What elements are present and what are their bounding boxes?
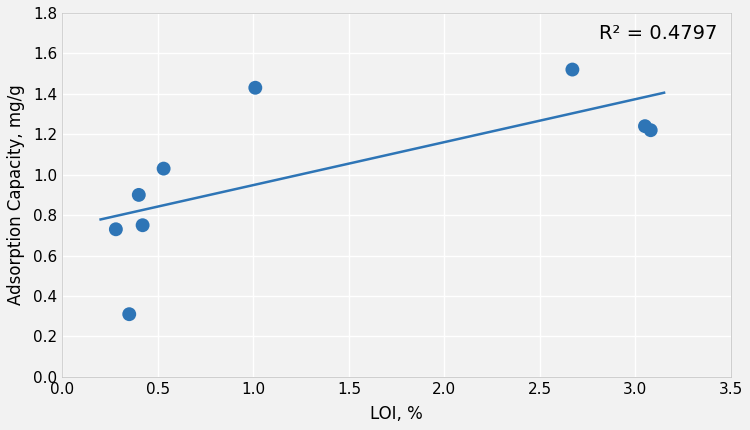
Point bbox=[136, 222, 148, 229]
Point bbox=[123, 311, 135, 318]
Point bbox=[645, 127, 657, 134]
Point bbox=[566, 66, 578, 73]
Y-axis label: Adsorption Capacity, mg/g: Adsorption Capacity, mg/g bbox=[7, 85, 25, 305]
Point bbox=[249, 84, 261, 91]
Point bbox=[639, 123, 651, 129]
Text: R² = 0.4797: R² = 0.4797 bbox=[599, 24, 718, 43]
Point bbox=[133, 191, 145, 198]
X-axis label: LOI, %: LOI, % bbox=[370, 405, 423, 423]
Point bbox=[158, 165, 170, 172]
Point bbox=[110, 226, 122, 233]
